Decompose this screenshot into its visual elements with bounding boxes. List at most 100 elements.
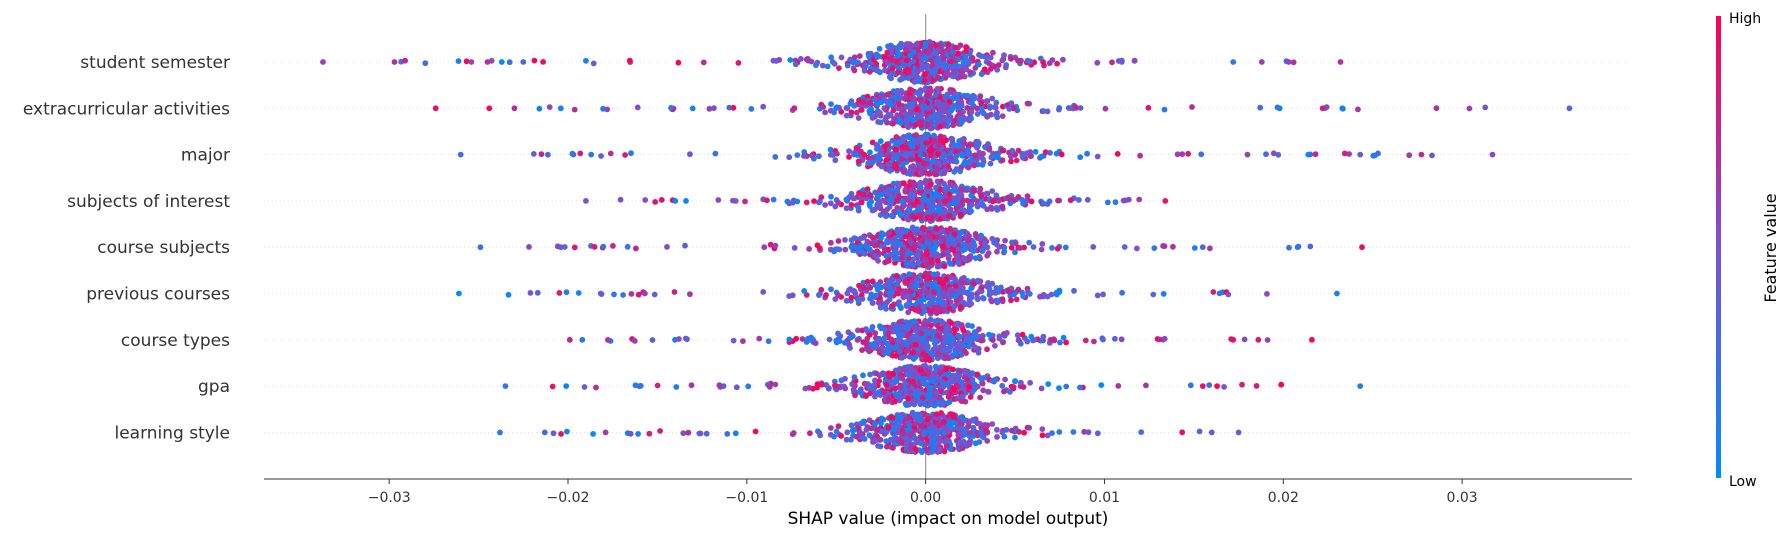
data-point — [899, 273, 906, 280]
data-point — [1151, 245, 1158, 252]
data-point — [823, 292, 829, 298]
data-point — [1063, 383, 1070, 390]
data-point — [856, 97, 862, 104]
data-point — [842, 237, 848, 243]
data-point — [1359, 244, 1365, 251]
data-point — [877, 436, 884, 443]
data-point — [867, 371, 873, 378]
data-point — [905, 395, 912, 402]
data-point — [999, 296, 1006, 302]
data-point — [851, 67, 858, 74]
data-point — [658, 197, 665, 203]
data-point — [854, 144, 861, 151]
data-point — [920, 321, 927, 327]
data-point — [896, 101, 902, 108]
data-point — [770, 57, 777, 64]
data-point — [980, 202, 986, 209]
data-point — [832, 296, 839, 302]
data-point — [828, 193, 834, 200]
data-point — [945, 41, 952, 48]
data-point — [1072, 104, 1079, 111]
data-point — [818, 194, 825, 201]
data-point — [889, 212, 895, 219]
data-point — [943, 137, 949, 144]
data-point — [1038, 385, 1045, 392]
data-point — [607, 150, 614, 157]
data-point — [996, 335, 1003, 342]
data-point — [534, 289, 541, 296]
data-point — [935, 160, 942, 167]
data-point — [866, 53, 872, 60]
data-point — [942, 299, 949, 306]
data-point — [968, 109, 975, 116]
data-point — [505, 291, 512, 298]
data-point — [932, 393, 938, 400]
data-point — [941, 55, 947, 61]
data-point — [546, 104, 553, 110]
data-point — [867, 99, 874, 106]
data-point — [921, 193, 927, 200]
data-point — [930, 203, 936, 210]
data-point — [948, 58, 955, 65]
data-point — [980, 387, 987, 394]
data-point — [939, 155, 945, 161]
data-point — [987, 54, 994, 61]
data-point — [864, 335, 871, 342]
data-point — [1039, 432, 1046, 439]
data-point — [980, 158, 987, 165]
data-point — [983, 98, 990, 104]
data-point — [886, 44, 893, 50]
data-point — [894, 95, 901, 102]
data-point — [860, 284, 867, 290]
data-point — [858, 243, 864, 249]
data-point — [1341, 150, 1348, 157]
data-point — [1285, 59, 1292, 65]
data-point — [929, 378, 935, 384]
data-point — [1077, 154, 1084, 161]
data-point — [913, 335, 920, 342]
data-point — [626, 57, 633, 64]
data-point — [855, 204, 862, 211]
data-point — [885, 161, 892, 168]
data-point — [975, 349, 982, 356]
data-point — [848, 294, 855, 301]
data-point — [742, 198, 748, 205]
data-point — [918, 211, 925, 218]
data-point — [770, 196, 777, 203]
data-point — [883, 438, 890, 445]
data-point — [506, 59, 513, 66]
data-point — [968, 300, 974, 307]
data-point — [919, 394, 926, 401]
data-point — [422, 60, 429, 67]
data-point — [828, 239, 834, 246]
data-point — [972, 344, 979, 351]
data-point — [855, 158, 862, 165]
data-point — [924, 121, 931, 128]
data-point — [798, 56, 804, 62]
data-point — [863, 381, 869, 387]
data-point — [972, 152, 978, 159]
data-point — [932, 344, 939, 351]
data-point — [914, 387, 921, 394]
data-point — [940, 399, 947, 406]
data-point — [984, 346, 990, 353]
data-point — [945, 242, 952, 249]
data-point — [1038, 153, 1045, 160]
data-point — [955, 105, 961, 111]
data-point — [888, 197, 895, 204]
data-point — [968, 115, 974, 122]
data-point — [1012, 434, 1018, 441]
data-point — [897, 118, 903, 124]
data-point — [967, 47, 974, 54]
data-point — [951, 231, 958, 237]
data-point — [966, 343, 972, 350]
data-point — [765, 338, 772, 345]
data-point — [990, 337, 996, 343]
data-point — [957, 322, 964, 329]
data-point — [898, 344, 905, 350]
data-point — [571, 106, 578, 113]
data-point — [946, 305, 953, 312]
data-point — [934, 60, 940, 67]
data-point — [761, 244, 768, 251]
data-point — [858, 199, 865, 206]
